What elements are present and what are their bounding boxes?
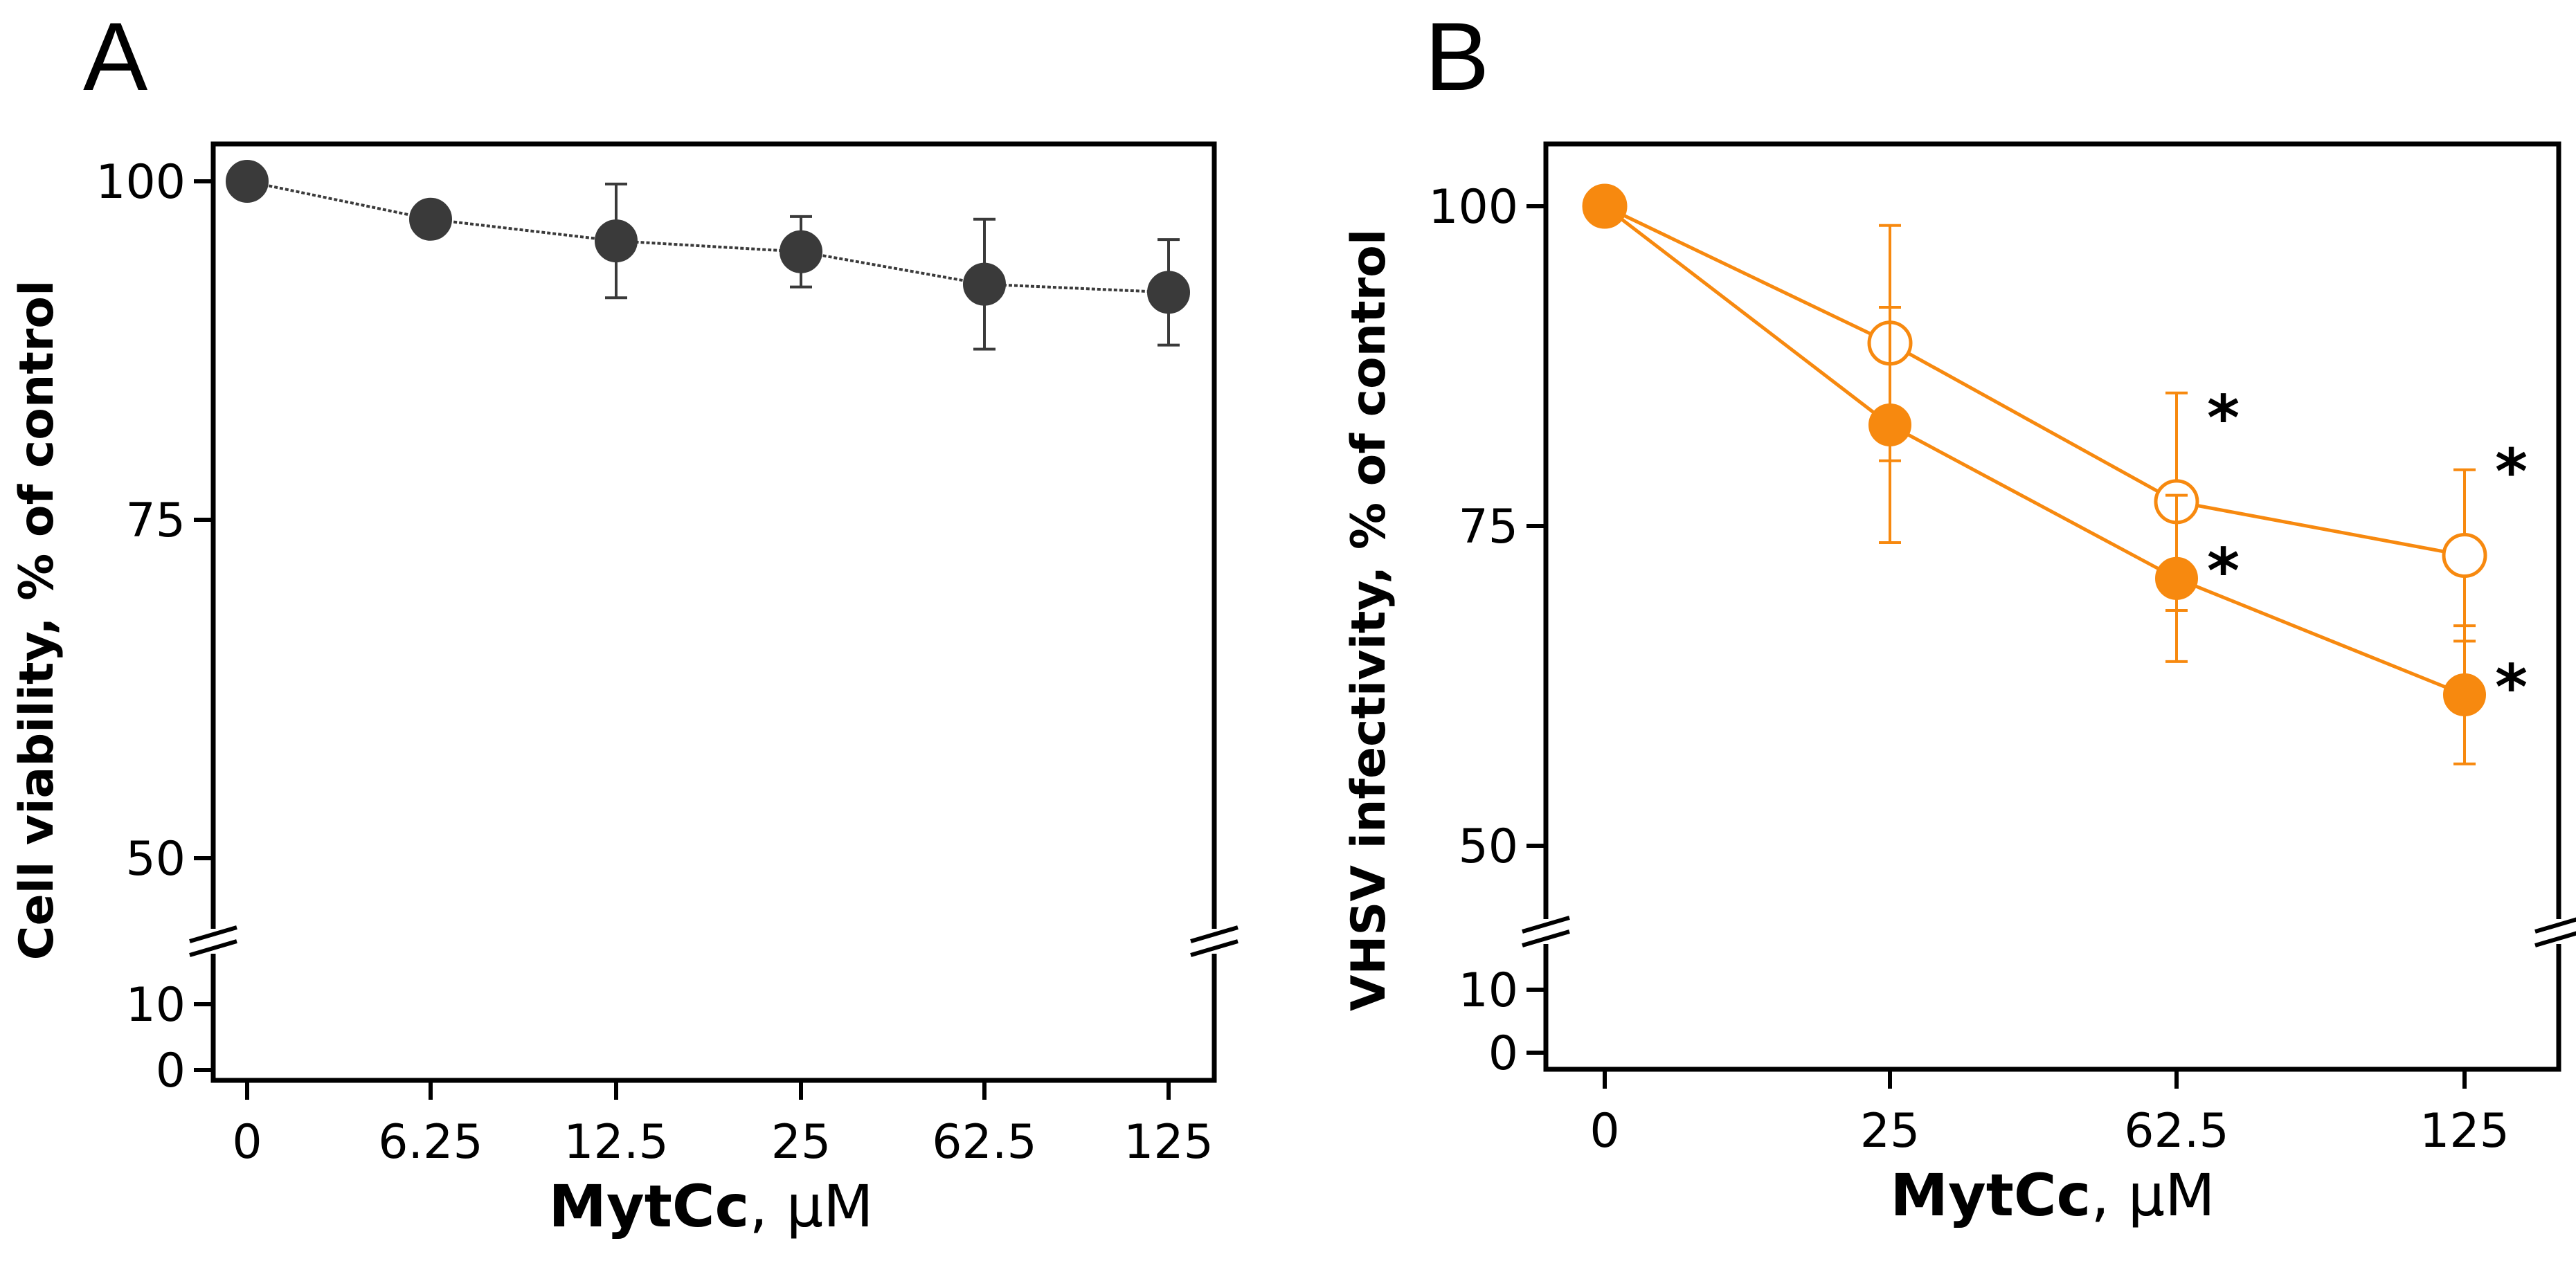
panel-b-data-point-filled: [1868, 403, 1911, 447]
panel-b-plot-frame: [1543, 141, 2561, 1072]
panel-a-data-point-filled: [595, 219, 638, 263]
panel-b-y-tick-label: 100: [1428, 180, 1518, 235]
panel-b-x-tick-label: 125: [2420, 1104, 2510, 1159]
panel-a-data-point-filled: [780, 230, 822, 273]
panel-a-y-axis-label: Cell viability, % of control: [10, 280, 64, 961]
panel-b-y-tick-label: 10: [1458, 963, 1518, 1018]
panel-b-break-slash-left: [1522, 916, 1570, 934]
panel-b-x-axis-label: MytCc, µM: [1890, 1161, 2215, 1229]
panel-b-axis-break: [1522, 916, 2576, 947]
panel-b-x-tick-label: 0: [1589, 1104, 1619, 1159]
panel-b-data-point-filled: [1583, 185, 1626, 228]
panel-b-y-tick-label: 50: [1458, 819, 1518, 874]
panel-a-x-tick-label: 62.5: [932, 1115, 1036, 1170]
panel-a-y-tick-label: 75: [125, 493, 186, 548]
panel-b-series-filled-line: [1603, 205, 2465, 697]
panel-a-x-axis-label-name: MytCc: [548, 1172, 749, 1240]
panel-a-data-point-filled: [1147, 271, 1190, 314]
panel-b-y-ticks: 0 10 50 75 100: [1428, 180, 1546, 1081]
panel-a-series-cell-viability-line: [246, 180, 1169, 294]
panel-b-x-tick-label: 62.5: [2124, 1104, 2228, 1159]
panel-a-y-ticks: 0 10 50 75 100: [96, 155, 213, 1098]
panel-a-y-tick-label: 50: [125, 832, 186, 887]
panel-b-x-axis-label-name: MytCc: [1890, 1161, 2091, 1229]
panel-b-significance-star: *: [2495, 651, 2528, 724]
panel-a-letter: A: [83, 2, 148, 111]
panel-b-break-slash-right: [2534, 931, 2576, 947]
panel-a-x-axis-label-unit: , µM: [749, 1172, 873, 1240]
panel-b-data-point-filled: [2155, 556, 2198, 600]
panel-b-data-point-open: [2442, 533, 2487, 579]
panel-a-x-axis-label: MytCc, µM: [548, 1172, 873, 1240]
panel-b-series: * * * *: [1582, 183, 2528, 765]
panel-a-data-point-filled: [963, 262, 1006, 306]
panel-b-x-tick-label: 25: [1860, 1104, 1920, 1159]
panel-a-x-ticks: 0 6.25 12.5 25 62.5 125: [232, 1080, 1214, 1170]
panel-a-y-tick-label: 0: [156, 1044, 186, 1098]
panel-a-x-tick-label: 6.25: [378, 1115, 483, 1170]
panel-b-x-axis-label-unit: , µM: [2091, 1161, 2215, 1229]
panel-a-x-tick-label: 0: [232, 1115, 262, 1170]
panel-a-x-tick-label: 25: [771, 1115, 831, 1170]
panel-a-break-slash-left: [189, 939, 237, 957]
panel-a-break-slash-left: [189, 925, 237, 943]
panel-b-significance-star: *: [2207, 382, 2240, 455]
panel-b-data-point-filled: [2443, 673, 2486, 716]
panel-a-series: [226, 160, 1190, 351]
panel-a-y-tick-label: 10: [125, 978, 186, 1033]
panel-b-x-ticks: 0 25 62.5 125: [1589, 1069, 2510, 1159]
panel-a-plot-frame: [210, 141, 1217, 1083]
panel-b-significance-star: *: [2207, 535, 2240, 608]
panel-b: B 0 10 50 75 100 0 25 62.5 125 * * * * VHSV infect…: [1342, 2, 2576, 1229]
panel-a-data-point-filled: [409, 197, 452, 241]
panel-a: A 0 10 50 75 100 0 6.25 12.5 25 62.5 125 Cell via…: [10, 2, 1239, 1240]
panel-b-y-tick-label: 0: [1488, 1026, 1518, 1081]
panel-a-y-tick-label: 100: [96, 155, 186, 210]
panel-a-break-slash-right: [1190, 939, 1239, 957]
panel-b-break-slash-left: [1522, 929, 1570, 947]
panel-a-axis-break: [189, 925, 1239, 957]
panel-a-x-tick-label: 12.5: [564, 1115, 668, 1170]
panel-a-data-point-filled: [226, 160, 269, 203]
panel-b-series-open-line: [1603, 204, 2465, 557]
panel-b-break-slash-right: [2534, 917, 2576, 934]
panel-a-x-tick-label: 125: [1124, 1115, 1214, 1170]
panel-b-y-axis-label: VHSV infectivity, % of control: [1342, 229, 1396, 1011]
panel-a-break-slash-right: [1190, 925, 1239, 943]
panel-b-significance-star: *: [2495, 436, 2528, 509]
panel-b-y-tick-label: 75: [1458, 500, 1518, 554]
panel-b-letter: B: [1425, 2, 1489, 111]
